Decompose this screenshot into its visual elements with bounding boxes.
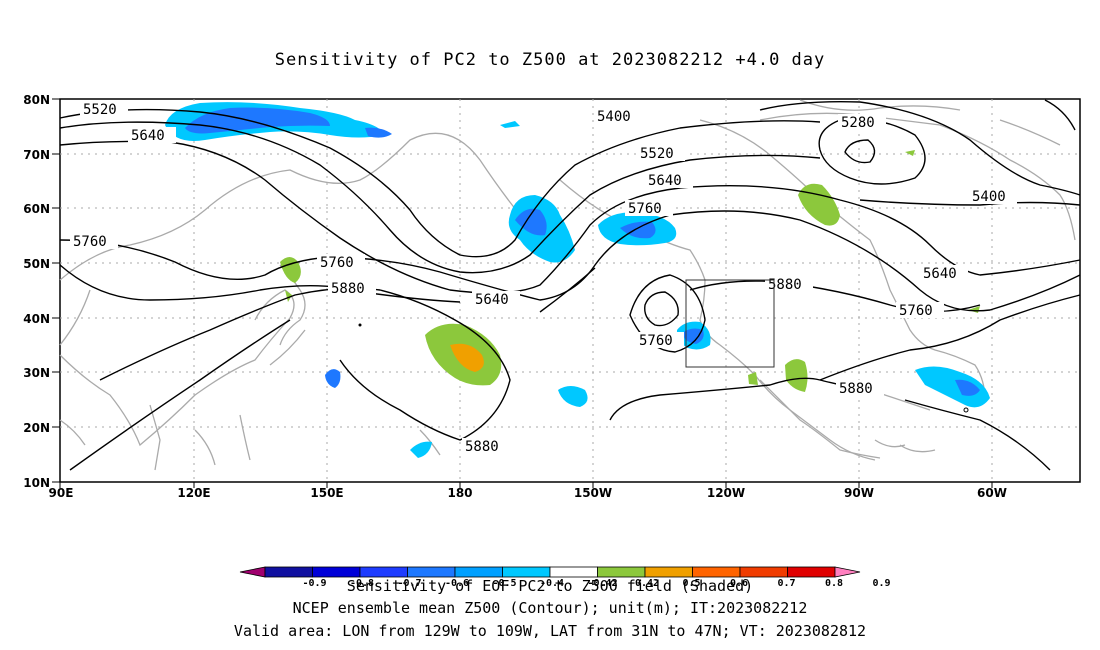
colorbar-label: 0.8	[825, 578, 844, 589]
lon-label: 180	[447, 486, 472, 500]
colorbar-swatch	[692, 566, 741, 578]
colorbar-label: -0.9	[302, 578, 327, 589]
contour-label: 5640	[648, 173, 682, 189]
colorbar-label: -0.5	[492, 578, 517, 589]
colorbar	[239, 566, 861, 578]
contour-label: 5760	[628, 201, 662, 217]
valid-area-box	[685, 279, 775, 368]
colorbar-label: 0.42	[635, 578, 660, 589]
contour-label: 5520	[83, 102, 117, 118]
contour-label: 5640	[475, 292, 509, 308]
contour-label: 5400	[597, 109, 631, 125]
colorbar-swatch	[739, 566, 788, 578]
colorbar-label: -0.4	[540, 578, 565, 589]
contour-label: 5640	[131, 128, 165, 144]
lon-label: 120W	[707, 486, 745, 500]
footer-line-1: Sensitivity of EOF PC2 to Z500 field (Sh…	[346, 577, 754, 595]
colorbar-swatch	[644, 566, 693, 578]
lon-ticks	[59, 482, 993, 488]
contour-label: 5880	[768, 277, 802, 293]
lon-label: 60W	[977, 486, 1007, 500]
colorbar-swatch	[264, 566, 313, 578]
contour-label: 5280	[841, 115, 875, 131]
contour-label: 5760	[73, 234, 107, 250]
latitude-labels: 80N 70N 60N 50N 40N 30N 20N 10N	[23, 93, 50, 490]
colorbar-label: -0.8	[350, 578, 375, 589]
map-title: Sensitivity of PC2 to Z500 at 2023082212…	[274, 50, 826, 70]
colorbar-swatch	[502, 566, 551, 578]
contour-label: 5880	[465, 439, 499, 455]
z500-contours	[59, 99, 1081, 471]
colorbar-swatch	[407, 566, 456, 578]
colorbar-label: 0.5	[682, 578, 701, 589]
colorbar-end-left	[239, 566, 266, 578]
coastlines	[59, 99, 1076, 471]
lat-ticks	[52, 98, 60, 483]
plot-frame	[59, 98, 1081, 483]
contour-label: 5880	[331, 281, 365, 297]
contour-label: 5520	[640, 146, 674, 162]
colorbar-end-right	[834, 566, 861, 578]
lat-label: 80N	[23, 93, 50, 107]
lon-label: 90E	[49, 486, 74, 500]
colorbar-swatch	[454, 566, 503, 578]
contour-labels: 5520 5640 5760 5400 5520 5640 5760 5280 …	[70, 101, 1017, 455]
lat-label: 30N	[23, 366, 50, 380]
lat-label: 10N	[23, 476, 50, 490]
colorbar-swatch	[549, 566, 598, 578]
contour-label: 5760	[639, 333, 673, 349]
contour-label: 5760	[899, 303, 933, 319]
lon-label: 90W	[844, 486, 874, 500]
contour-label: 5400	[972, 189, 1006, 205]
lon-label: 120E	[177, 486, 210, 500]
colorbar-swatch	[787, 566, 836, 578]
longitude-labels: 90E 120E 150E 180 150W 120W 90W 60W	[49, 486, 1007, 500]
colorbar-label: 0.6	[730, 578, 749, 589]
lat-label: 70N	[23, 148, 50, 162]
colorbar-label: 0.9	[872, 578, 891, 589]
colorbar-swatch	[597, 566, 646, 578]
lat-label: 40N	[23, 312, 50, 326]
contour-label: 5880	[839, 381, 873, 397]
contour-label: 5640	[923, 266, 957, 282]
lon-label: 150E	[310, 486, 343, 500]
contour-label: 5760	[320, 255, 354, 271]
colorbar-label: -0.6	[445, 578, 470, 589]
footer-line-2: NCEP ensemble mean Z500 (Contour); unit(…	[292, 599, 808, 617]
footer-line-3: Valid area: LON from 129W to 109W, LAT f…	[233, 622, 867, 640]
lat-label: 20N	[23, 421, 50, 435]
lon-label: 150W	[574, 486, 612, 500]
lat-label: 50N	[23, 257, 50, 271]
colorbar-swatch	[312, 566, 361, 578]
colorbar-label: -0.7	[397, 578, 422, 589]
colorbar-label: -0.42	[587, 578, 618, 589]
colorbar-swatch	[359, 566, 408, 578]
grid-lines	[60, 99, 1080, 482]
colorbar-label: 0.7	[777, 578, 796, 589]
lat-label: 60N	[23, 202, 50, 216]
